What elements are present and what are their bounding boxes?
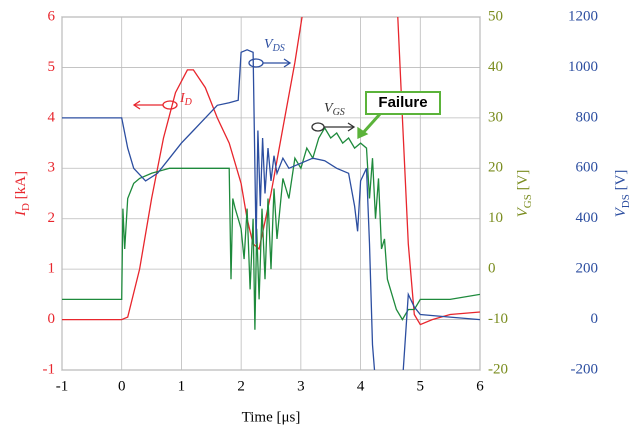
y2-tick-label: -10 — [488, 311, 508, 327]
label-sub: DS — [620, 194, 632, 208]
y3-tick-label: 1000 — [568, 59, 598, 75]
series-line — [62, 126, 480, 330]
y-tick-label: 5 — [48, 59, 56, 75]
y-tick-label: 1 — [48, 261, 56, 277]
y2-tick-label: -20 — [488, 361, 508, 377]
y3-tick-label: 400 — [576, 210, 599, 226]
y3-tick-label: 200 — [576, 261, 599, 277]
label-main: V — [613, 206, 629, 217]
annotation-vds: VDS — [264, 37, 285, 54]
x-tick-label: 6 — [476, 378, 484, 394]
y2-tick-label: 10 — [488, 210, 503, 226]
annotation-id: ID — [179, 91, 193, 108]
x-tick-label: 1 — [178, 378, 186, 394]
series-line — [62, 49, 480, 370]
y2-tick-label: 30 — [488, 109, 503, 125]
y-tick-label: 4 — [48, 109, 56, 125]
y-tick-label: 2 — [48, 210, 56, 226]
label-main: I — [13, 210, 29, 217]
series-line — [62, 17, 480, 326]
label-unit: [V] — [515, 170, 531, 195]
x-tick-label: 5 — [417, 378, 425, 394]
y3-axis-label: VDS [V] — [613, 170, 631, 218]
y3-tick-label: -200 — [571, 361, 599, 377]
label-sub: D — [20, 203, 32, 211]
annotation-vgs: VGS — [324, 101, 345, 118]
y2-axis-label: VGS [V] — [515, 170, 533, 218]
lines — [62, 17, 480, 370]
label-main: V — [515, 206, 531, 217]
annotation-failure: Failure — [378, 94, 427, 111]
x-tick-label: 3 — [297, 378, 305, 394]
y3-tick-label: 800 — [576, 109, 599, 125]
x-tick-label: 2 — [237, 378, 245, 394]
annotation-shapes — [132, 58, 441, 140]
x-tick-label: 0 — [118, 378, 126, 394]
y2-tick-label: 50 — [488, 8, 503, 24]
y3-tick-label: 0 — [591, 311, 599, 327]
y3-tick-label: 600 — [576, 160, 599, 176]
y3-tick-label: 1200 — [568, 8, 598, 24]
y2-tick-label: 20 — [488, 160, 503, 176]
y-axis-label: ID [kA] — [13, 171, 31, 217]
x-tick-label: -1 — [56, 378, 69, 394]
y-tick-label: 6 — [48, 8, 56, 24]
label-unit: [kA] — [13, 171, 29, 203]
y2-tick-label: 0 — [488, 261, 496, 277]
label-sub: GS — [522, 194, 534, 208]
grid — [61, 16, 481, 371]
x-axis-label: Time [μs] — [242, 409, 301, 425]
y-tick-label: 3 — [48, 160, 56, 176]
y-tick-label: 0 — [48, 311, 56, 327]
y-tick-label: -1 — [43, 361, 56, 377]
label-unit: [V] — [613, 170, 629, 195]
y2-tick-label: 40 — [488, 59, 503, 75]
x-tick-label: 4 — [357, 378, 365, 394]
